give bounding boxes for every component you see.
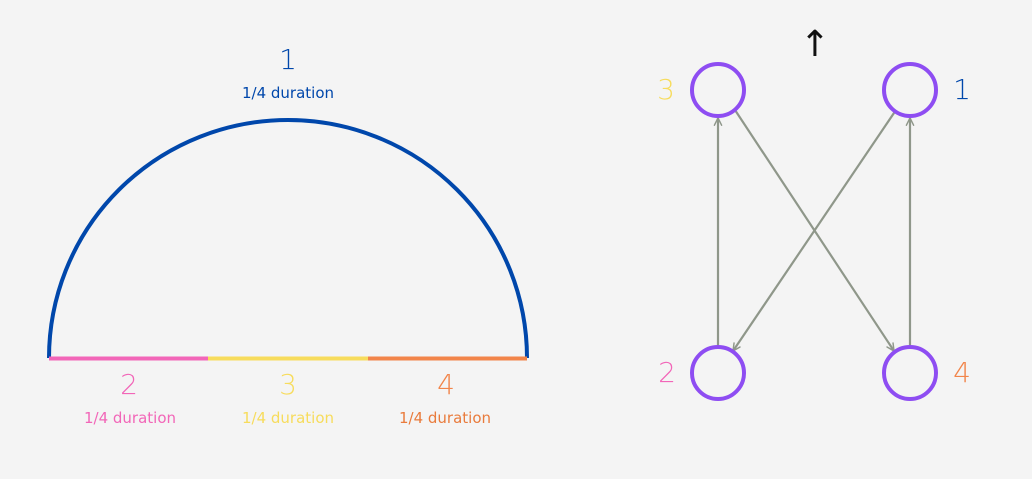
arc-top-number: 1 <box>279 43 297 76</box>
segment-2-duration: 1/4 duration <box>84 409 176 427</box>
segment-3-duration: 1/4 duration <box>242 409 334 427</box>
node-3 <box>690 62 746 118</box>
node-4-label: 4 <box>953 356 971 389</box>
semicircle-arc <box>47 118 529 359</box>
node-2-label: 2 <box>658 356 676 389</box>
node-graph: ↑ 3 1 2 4 <box>657 24 971 401</box>
arc-diagram: 1 1/4 duration 2 1/4 duration 3 1/4 dura… <box>47 43 529 427</box>
node-3-label: 3 <box>657 73 675 106</box>
segment-4-number: 4 <box>437 368 455 401</box>
arc-top-duration: 1/4 duration <box>242 84 334 102</box>
node-2 <box>690 345 746 401</box>
up-arrow-icon: ↑ <box>800 24 830 65</box>
segment-2-number: 2 <box>120 368 138 401</box>
node-4 <box>882 345 938 401</box>
node-1 <box>882 62 938 118</box>
segment-4-duration: 1/4 duration <box>399 409 491 427</box>
node-1-label: 1 <box>953 73 971 106</box>
segment-3-number: 3 <box>279 368 297 401</box>
edge-3-to-4 <box>734 109 895 352</box>
